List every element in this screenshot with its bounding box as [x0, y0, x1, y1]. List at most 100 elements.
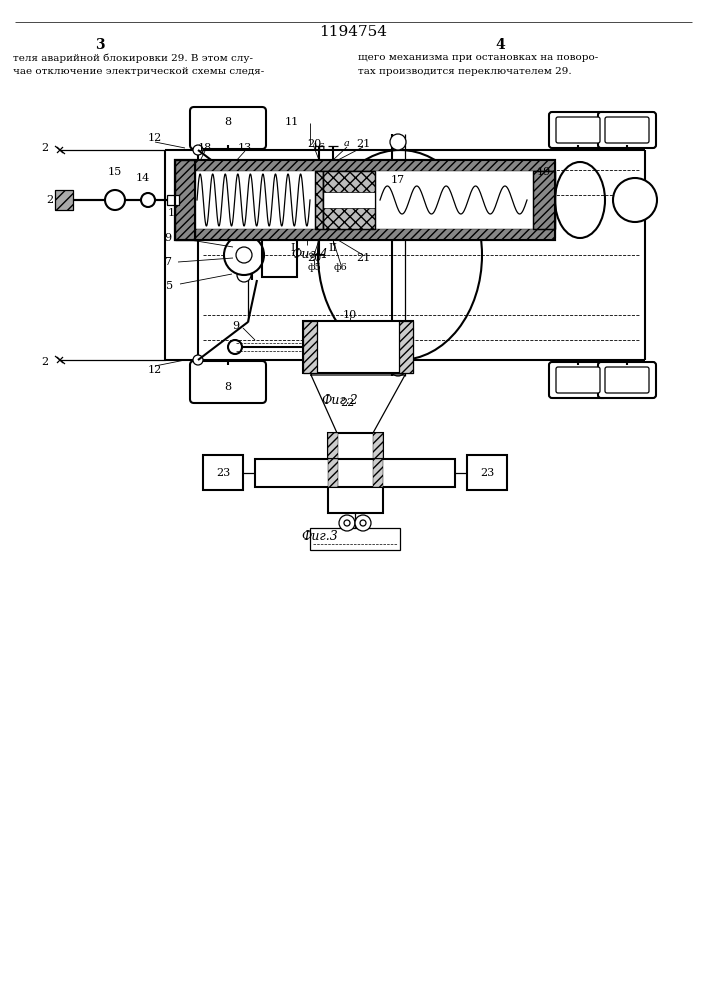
Bar: [175, 229, 555, 240]
Bar: [310, 528, 400, 550]
Circle shape: [237, 268, 251, 282]
Bar: [175, 160, 555, 171]
Text: 5: 5: [166, 281, 173, 291]
FancyBboxPatch shape: [190, 361, 266, 403]
Bar: [323, 171, 375, 229]
Bar: [167, 195, 179, 205]
Bar: [533, 171, 555, 229]
Bar: [373, 433, 383, 478]
FancyBboxPatch shape: [549, 112, 607, 148]
Text: 20: 20: [307, 139, 321, 149]
Bar: [315, 171, 323, 229]
Text: 23: 23: [216, 468, 230, 478]
Text: 12: 12: [148, 133, 162, 143]
Text: ф6: ф6: [334, 263, 348, 272]
Bar: [55, 190, 73, 210]
Circle shape: [390, 134, 406, 150]
Text: 3: 3: [95, 38, 105, 52]
Bar: [55, 190, 73, 210]
Circle shape: [613, 178, 657, 222]
Text: 9: 9: [165, 233, 172, 243]
Text: 10: 10: [168, 208, 182, 218]
Bar: [175, 160, 195, 240]
Bar: [262, 233, 297, 277]
Circle shape: [105, 190, 125, 210]
Text: 20: 20: [307, 253, 321, 263]
Text: 8: 8: [224, 382, 232, 392]
Text: Фиг.2: Фиг.2: [322, 393, 358, 406]
Text: 22: 22: [340, 398, 354, 408]
Bar: [533, 171, 555, 229]
Text: ф5: ф5: [307, 263, 321, 272]
Bar: [323, 192, 375, 208]
Circle shape: [339, 515, 355, 531]
Circle shape: [141, 193, 155, 207]
FancyBboxPatch shape: [549, 362, 607, 398]
Bar: [467, 455, 507, 490]
Text: 10: 10: [343, 310, 357, 320]
Text: 6: 6: [178, 185, 185, 195]
Circle shape: [224, 235, 264, 275]
Text: теля аварийной блокировки 29. В этом слу-: теля аварийной блокировки 29. В этом слу…: [13, 53, 253, 63]
Text: 17: 17: [391, 175, 405, 185]
Text: 9: 9: [233, 321, 240, 331]
FancyBboxPatch shape: [598, 362, 656, 398]
Bar: [323, 171, 375, 229]
FancyBboxPatch shape: [605, 117, 649, 143]
Bar: [328, 433, 383, 513]
FancyBboxPatch shape: [605, 367, 649, 393]
Text: 21: 21: [356, 253, 370, 263]
Circle shape: [193, 145, 203, 155]
Text: I: I: [291, 243, 296, 253]
Bar: [175, 160, 195, 240]
Text: 2: 2: [42, 143, 49, 153]
Text: тах производится переключателем 29.: тах производится переключателем 29.: [358, 66, 572, 76]
Text: 13: 13: [238, 143, 252, 153]
Circle shape: [237, 253, 251, 267]
Text: Фиг.4: Фиг.4: [291, 248, 328, 261]
Circle shape: [390, 360, 406, 376]
Circle shape: [236, 247, 252, 263]
Bar: [303, 321, 413, 373]
Bar: [373, 459, 383, 487]
FancyBboxPatch shape: [190, 107, 266, 149]
Bar: [255, 459, 455, 487]
Circle shape: [193, 355, 203, 365]
Bar: [175, 160, 555, 240]
Text: 11: 11: [285, 117, 299, 127]
Text: 19: 19: [537, 167, 551, 177]
Text: 8: 8: [224, 117, 232, 127]
FancyBboxPatch shape: [556, 367, 600, 393]
Bar: [328, 433, 338, 478]
Circle shape: [237, 238, 251, 252]
Text: 21: 21: [356, 139, 370, 149]
Text: 7: 7: [165, 257, 172, 267]
Bar: [203, 455, 243, 490]
Text: чае отключение электрической схемы следя-: чае отключение электрической схемы следя…: [13, 66, 264, 76]
Bar: [315, 171, 323, 229]
Bar: [328, 459, 338, 487]
Text: 1194754: 1194754: [319, 25, 387, 39]
Text: 18: 18: [198, 143, 212, 153]
Text: 14: 14: [136, 173, 150, 183]
Text: 15: 15: [108, 167, 122, 177]
Circle shape: [228, 340, 242, 354]
Bar: [303, 321, 317, 373]
Text: 16: 16: [312, 143, 326, 153]
FancyBboxPatch shape: [598, 112, 656, 148]
Text: 2: 2: [47, 195, 54, 205]
Text: щего механизма при остановках на поворо-: щего механизма при остановках на поворо-: [358, 53, 598, 62]
Text: Фиг.3: Фиг.3: [302, 530, 339, 542]
Text: a: a: [344, 139, 350, 148]
Text: 2: 2: [42, 357, 49, 367]
Text: 12: 12: [148, 365, 162, 375]
FancyBboxPatch shape: [556, 117, 600, 143]
Text: 4: 4: [495, 38, 505, 52]
Circle shape: [344, 520, 350, 526]
Text: II: II: [329, 243, 337, 253]
Bar: [399, 321, 413, 373]
Circle shape: [355, 515, 371, 531]
Text: 23: 23: [480, 468, 494, 478]
Circle shape: [360, 520, 366, 526]
Bar: [175, 160, 555, 240]
